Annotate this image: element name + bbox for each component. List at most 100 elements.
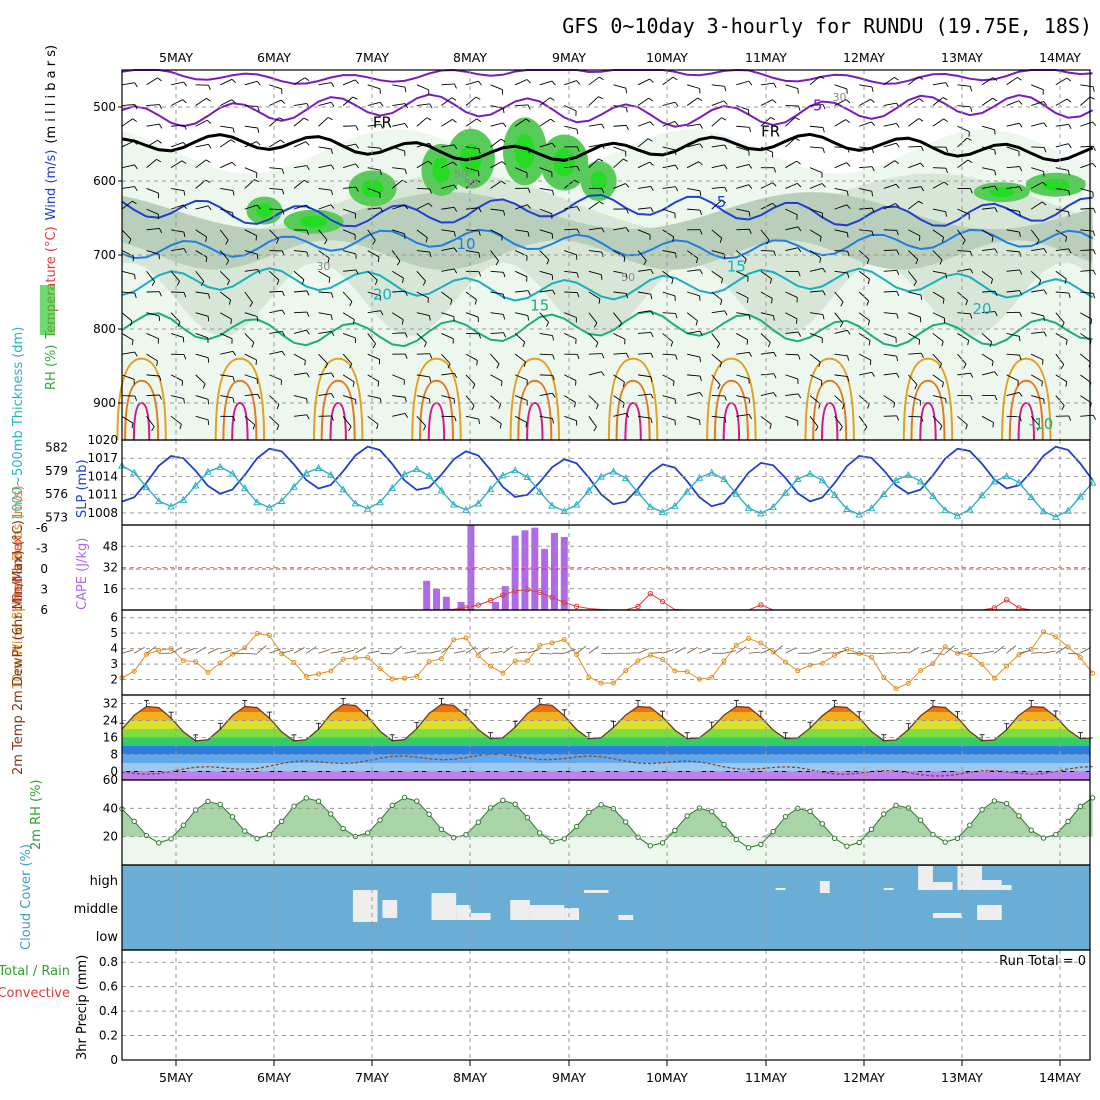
wind-barb (146, 312, 160, 317)
rh-swatch (40, 285, 55, 335)
wind-ytick-label: 3 (110, 657, 118, 671)
wind-barb (588, 333, 599, 344)
wind-barb-flag (330, 393, 335, 398)
wind-barb (342, 208, 356, 214)
wind-barb-flag (471, 405, 475, 411)
wind-barb-flag (1018, 336, 1021, 342)
wind-barb (416, 333, 427, 343)
thickness-marker (671, 501, 679, 509)
wind-barb (662, 186, 676, 189)
thickness-marker (412, 465, 421, 473)
cloud-block-14 (918, 866, 933, 890)
wind-speed-marker (303, 673, 309, 679)
wind-barb (858, 270, 870, 280)
wind-barb (564, 206, 578, 210)
wind-barb-flag (576, 166, 580, 172)
wind-barb-flag (1065, 339, 1068, 345)
precip-total-label: Total / Rain (0, 964, 70, 979)
wind-speed-marker (217, 660, 223, 666)
wind-barb (392, 103, 406, 106)
wind-barb-flag (1019, 251, 1022, 257)
wind-barb (539, 289, 553, 293)
wind-barb (613, 291, 627, 294)
wind-barb-flag (1019, 186, 1023, 192)
wind-barb (392, 332, 406, 334)
data-marks (116, 68, 1097, 922)
wind-barb-flag (943, 118, 949, 123)
wind-barb (981, 185, 995, 189)
wind-barb-flag (249, 302, 253, 307)
wind-barb-flag (970, 188, 973, 194)
wind-barb-flag (773, 167, 777, 173)
wind-barb-flag (134, 164, 138, 170)
wind-barb (441, 312, 454, 317)
wind-barb (957, 250, 971, 252)
wind-barb (318, 330, 332, 334)
wind-barb (171, 124, 185, 127)
thickness-marker (253, 498, 261, 506)
wind-barb (1006, 391, 1020, 397)
wind-barb (244, 393, 258, 397)
wind-barb (367, 146, 381, 149)
rh-marker (819, 821, 826, 827)
thickness-marker (228, 469, 237, 477)
wind-barb (588, 291, 601, 300)
wind-barb (908, 162, 921, 169)
thickness-marker (720, 475, 728, 483)
warm-contour-5-1 (615, 379, 651, 441)
wind-barb (293, 117, 305, 127)
wind-barb (613, 124, 627, 127)
contour-label-6: 20 (373, 285, 392, 303)
date-top-7MAY: 7MAY (355, 50, 389, 65)
wind-barb (146, 333, 159, 340)
wind-barb (760, 373, 774, 376)
wind-barb (392, 290, 406, 293)
wind-barb-flag (773, 392, 777, 397)
wind-barb-flag (501, 161, 507, 166)
wind-barb (244, 125, 258, 129)
wind-barb-flag (496, 363, 500, 369)
wind-barb-flag (525, 422, 528, 428)
precip-ytick-label: 0.4 (99, 1004, 118, 1018)
wind-speed-marker (819, 660, 825, 666)
wind-barb-flag (1041, 381, 1043, 387)
wind-barb (293, 165, 307, 169)
wind-barb (662, 121, 675, 127)
wind-barb (1055, 312, 1065, 323)
wind-barb-10m (994, 645, 1005, 654)
wind-barb (785, 393, 799, 397)
wind-barb-flag (748, 164, 753, 169)
wind-barb (1055, 333, 1068, 341)
wind-barb-flag (546, 259, 550, 265)
rh-blob-core-2 (432, 156, 451, 183)
wind-barb-flag (325, 363, 328, 369)
wind-barb-10m (515, 651, 528, 654)
wind-barb (785, 415, 798, 422)
wind-barb-flag (404, 353, 408, 359)
wind-barb (441, 291, 453, 301)
wind-barb (982, 207, 996, 210)
wind-barb (1031, 312, 1044, 317)
wind-barb (957, 125, 970, 133)
wind-barb (760, 182, 773, 189)
wind-barb-flag (650, 393, 654, 399)
wind-barb (1055, 98, 1068, 106)
wind-barb (1031, 100, 1044, 106)
cloud-block-9 (583, 890, 609, 893)
thickness-marker (363, 504, 372, 512)
cape-ytick-label: 16 (103, 582, 118, 596)
rh-marker (475, 819, 481, 825)
wind-barb-flag (724, 417, 727, 423)
wind-barb (342, 250, 356, 255)
wind-barb-flag (893, 402, 896, 408)
rh-marker (315, 798, 322, 804)
wind-barb-flag (600, 274, 603, 280)
temp-band-3 (122, 746, 1090, 755)
wind-barb (588, 201, 600, 210)
warm-contour-4-1 (517, 379, 553, 441)
chart-title: GFS 0~10day 3-hourly for RUNDU (19.75E, … (562, 14, 1092, 38)
wind-barb-flag (574, 402, 576, 408)
wind-barb (687, 208, 701, 211)
wind-barb (515, 229, 529, 233)
wind-barb (834, 99, 847, 106)
